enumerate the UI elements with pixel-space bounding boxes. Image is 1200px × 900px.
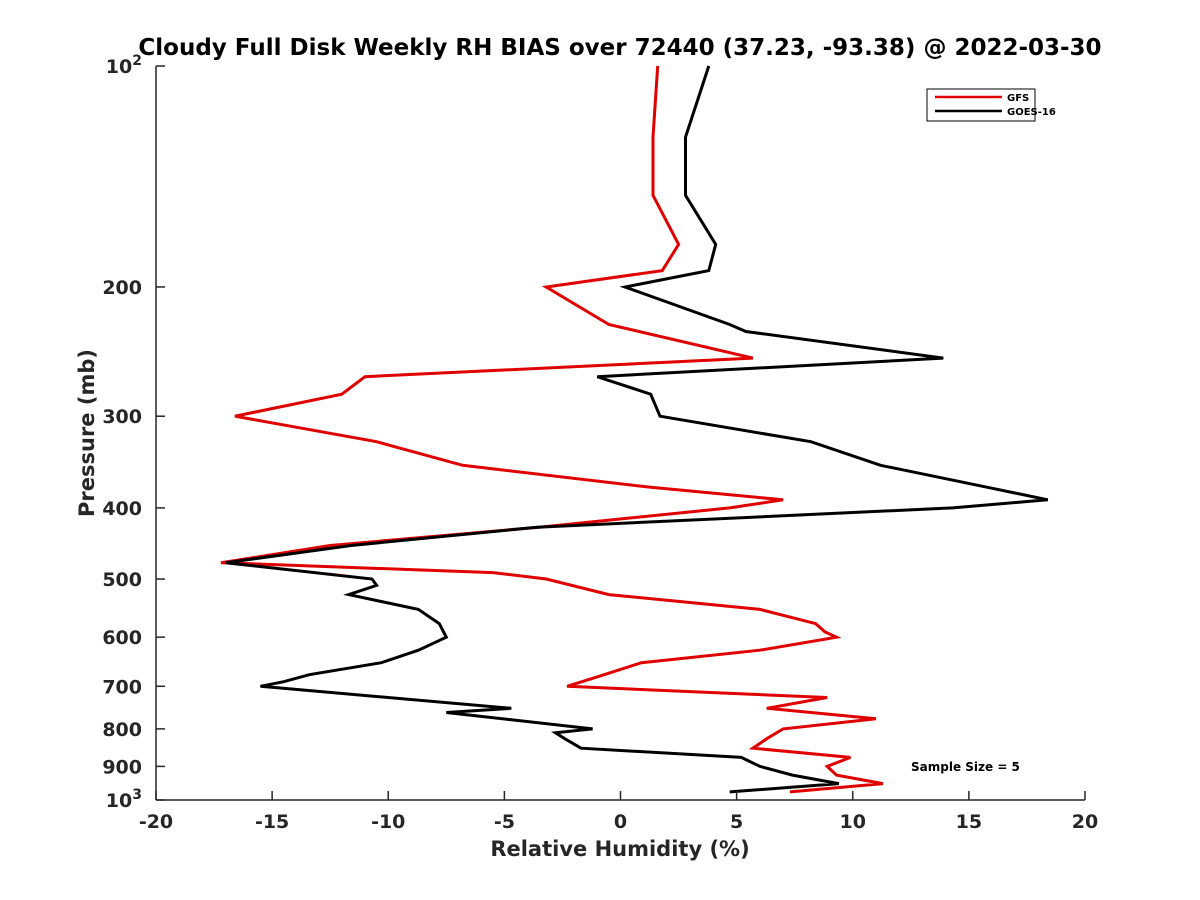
series-line-goes-16 <box>225 65 1049 794</box>
x-tick-label: 15 <box>956 811 982 833</box>
y-tick-label: 500 <box>102 569 142 591</box>
y-axis-label: Pressure (mb) <box>75 349 99 517</box>
legend-box <box>926 88 1036 122</box>
legend-label-gfs: GFS <box>1007 93 1029 104</box>
y-tick-label: 200 <box>102 277 142 299</box>
y-ticks: 102 200 300 400 500 600 700 800 900 103 <box>102 53 165 812</box>
x-tick-label: 20 <box>1072 811 1098 833</box>
series-layer <box>220 65 1049 794</box>
y-tick-label: 400 <box>102 498 142 520</box>
x-tick-label: -15 <box>255 811 289 833</box>
y-tick-label: 102 <box>106 53 142 78</box>
x-tick-label: 10 <box>840 811 866 833</box>
series-line-gfs <box>220 65 884 794</box>
y-tick-label: 103 <box>106 787 142 812</box>
x-tick-label: -20 <box>139 811 173 833</box>
x-tick-label: 5 <box>730 811 743 833</box>
y-tick-label: 300 <box>102 406 142 428</box>
y-tick-label: 800 <box>102 719 142 741</box>
legend: GFS GOES-16 <box>926 88 1056 122</box>
y-tick-label: 700 <box>102 676 142 698</box>
x-tick-label: -5 <box>494 811 515 833</box>
y-tick-label: 600 <box>102 627 142 649</box>
sample-size-annotation: Sample Size = 5 <box>911 760 1020 774</box>
y-tick-label: 900 <box>102 756 142 778</box>
legend-label-goes-16: GOES-16 <box>1007 107 1056 118</box>
x-tick-label: -10 <box>371 811 405 833</box>
plot-area <box>156 66 1085 800</box>
x-tick-label: 0 <box>614 811 627 833</box>
chart-title: Cloudy Full Disk Weekly RH BIAS over 724… <box>138 35 1101 61</box>
x-axis-label: Relative Humidity (%) <box>490 837 749 861</box>
x-ticks: -20 -15 -10 -5 0 5 10 15 20 <box>139 791 1098 833</box>
